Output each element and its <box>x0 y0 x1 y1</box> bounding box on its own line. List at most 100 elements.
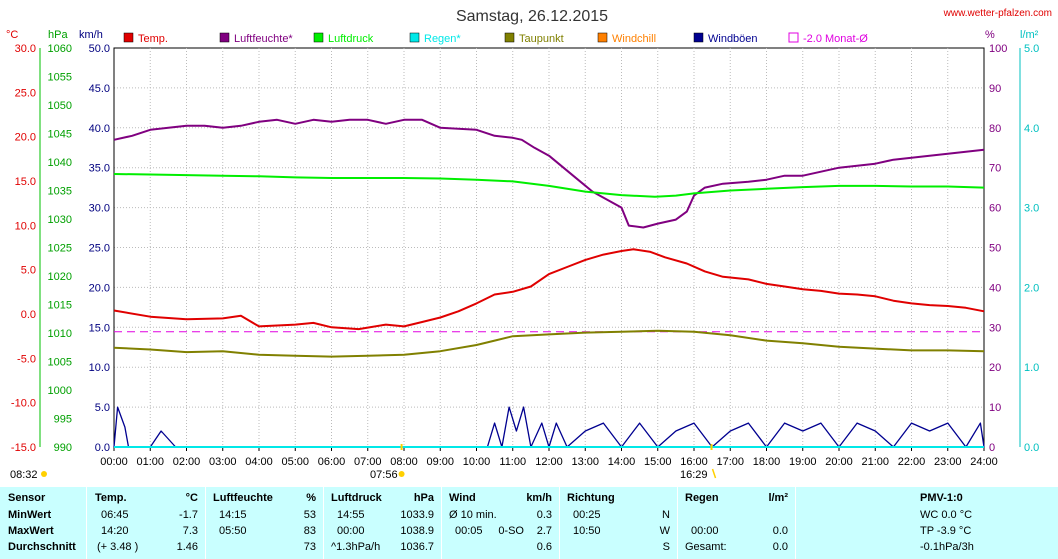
stats-label-avg: Durchschnitt <box>8 541 76 553</box>
temp-tick-label: 10.0 <box>15 220 36 232</box>
kmh-tick-label: 25.0 <box>89 243 110 255</box>
kmh-tick-label: 0.0 <box>95 442 110 454</box>
stats-rain-total-label: Gesamt: <box>685 541 727 553</box>
pct-tick-label: 90 <box>989 83 1001 95</box>
legend-swatch <box>219 32 230 43</box>
x-tick-label: 07:00 <box>354 456 382 468</box>
stats-temp-avg-val: 1.46 <box>176 541 198 553</box>
stats-label-min: MinWert <box>8 509 52 521</box>
series-line-luftfeuchte- <box>113 118 985 229</box>
x-tick-label: 21:00 <box>861 456 889 468</box>
legend-label: -2.0 Monat-Ø <box>803 33 868 45</box>
legend-label: Taupunkt <box>519 33 564 45</box>
x-tick-label: 13:00 <box>571 456 599 468</box>
hpa-tick-label: 1000 <box>48 385 72 397</box>
stats-header-press: Luftdruck <box>331 492 382 504</box>
hpa-tick-label: 1050 <box>48 100 72 112</box>
chart-title: Samstag, 26.12.2015 <box>456 8 608 25</box>
hpa-tick-label: 1060 <box>48 43 72 55</box>
grid <box>113 47 985 448</box>
temp-tick-label: -10.0 <box>11 398 36 410</box>
kmh-tick-label: 40.0 <box>89 123 110 135</box>
pct-tick-label: 40 <box>989 282 1001 294</box>
stats-wind-avg-val: 0.6 <box>536 541 552 553</box>
stats-hum-min-time: 14:15 <box>219 509 247 521</box>
hpa-tick-label: 1010 <box>48 328 72 340</box>
stats-header-dir: Richtung <box>567 492 615 504</box>
series-line-luftdruck <box>113 173 985 198</box>
legend-label: Luftfeuchte* <box>234 33 293 45</box>
stats-header-rain: Regen <box>685 492 719 504</box>
stats-wind-max-time: 00:05 <box>455 525 483 537</box>
stats-header-wind: Wind <box>449 492 476 504</box>
kmh-tick-label: 20.0 <box>89 282 110 294</box>
x-tick-label: 24:00 <box>970 456 998 468</box>
stats-pmv-r3: -0.1hPa/3h <box>920 541 974 553</box>
hpa-tick-label: 1025 <box>48 243 72 255</box>
x-tick-label: 23:00 <box>934 456 962 468</box>
stats-pmv-r2: TP -3.9 °C <box>920 525 972 537</box>
hpa-unit-label: hPa <box>48 29 68 41</box>
temp-tick-label: -5.0 <box>17 353 36 365</box>
stats-hum-avg-val: 73 <box>303 541 316 553</box>
stats-press-min-time: 14:55 <box>337 509 365 521</box>
legend-label: Windböen <box>708 33 758 45</box>
lm2-tick-label: 3.0 <box>1024 203 1039 215</box>
pct-tick-label: 70 <box>989 163 1001 175</box>
stats-wind-max-dir: 0-SO <box>498 525 524 537</box>
stats-temp-avg-trend: (+ 3.48 ) <box>97 541 139 553</box>
x-tick-label: 05:00 <box>281 456 309 468</box>
lm2-tick-label: 1.0 <box>1024 362 1039 374</box>
kmh-tick-label: 45.0 <box>89 83 110 95</box>
stats-temp-min-time: 06:45 <box>101 509 129 521</box>
stats-dir-avg-val: S <box>662 541 670 553</box>
axes: 30.0 25.0 20.0 15.0 10.0 5.0 0.0 -5.0 -10.0 -15.0… <box>11 43 1039 468</box>
pct-tick-label: 50 <box>989 243 1001 255</box>
x-tick-label: 12:00 <box>535 456 563 468</box>
temp-tick-label: 0.0 <box>21 309 36 321</box>
temp-tick-label: 30.0 <box>15 43 36 55</box>
hpa-tick-label: 1005 <box>48 357 72 369</box>
stats-temp-max-val: 7.3 <box>182 525 198 537</box>
hpa-tick-label: 1030 <box>48 214 72 226</box>
kmh-tick-label: 10.0 <box>89 362 110 374</box>
stats-unit-rain: l/m² <box>768 492 788 504</box>
sunset-time: 16:29 <box>680 469 708 481</box>
stats-unit-temp: °C <box>185 492 198 504</box>
stats-unit-wind: km/h <box>526 492 552 504</box>
legend-swatch <box>788 32 799 43</box>
stats-rain-total-val: 0.0 <box>772 541 788 553</box>
pct-unit-label: % <box>985 29 995 41</box>
stats-header-sensor: Sensor <box>8 492 46 504</box>
stats-rain-max-time: 00:00 <box>691 525 719 537</box>
kmh-tick-label: 35.0 <box>89 163 110 175</box>
stats-temp-min-val: -1.7 <box>179 509 198 521</box>
hpa-tick-label: 1020 <box>48 271 72 283</box>
pct-tick-label: 20 <box>989 362 1001 374</box>
lm2-tick-label: 5.0 <box>1024 43 1039 55</box>
pct-tick-label: 60 <box>989 203 1001 215</box>
hpa-tick-label: 995 <box>54 414 72 426</box>
x-tick-label: 15:00 <box>644 456 672 468</box>
lm2-tick-label: 0.0 <box>1024 442 1039 454</box>
stats-press-max-val: 1038.9 <box>400 525 434 537</box>
stats-header-temp: Temp. <box>95 492 127 504</box>
x-tick-label: 10:00 <box>463 456 491 468</box>
legend-label: Windchill <box>612 33 656 45</box>
hpa-tick-label: 1045 <box>48 129 72 141</box>
legend-swatch <box>504 32 515 43</box>
stats-press-avg-trend: ^1.3hPa/h <box>331 541 381 553</box>
stats-table: Sensor Temp. °C Luftfeuchte % Luftdruck … <box>0 487 1058 559</box>
kmh-tick-label: 5.0 <box>95 402 110 414</box>
legend-label: Temp. <box>138 33 168 45</box>
stats-dir-max-val: W <box>659 525 670 537</box>
x-tick-label: 09:00 <box>426 456 454 468</box>
temp-unit-label: °C <box>6 29 18 41</box>
weather-chart: Samstag, 26.12.2015 www.wetter-pfalzen.c… <box>6 8 1052 481</box>
x-tick-label: 19:00 <box>789 456 817 468</box>
stats-hum-max-time: 05:50 <box>219 525 247 537</box>
legend-label: Luftdruck <box>328 33 374 45</box>
sun-icon <box>41 471 47 477</box>
lm2-tick-label: 4.0 <box>1024 123 1039 135</box>
sunset-icon <box>711 468 717 479</box>
